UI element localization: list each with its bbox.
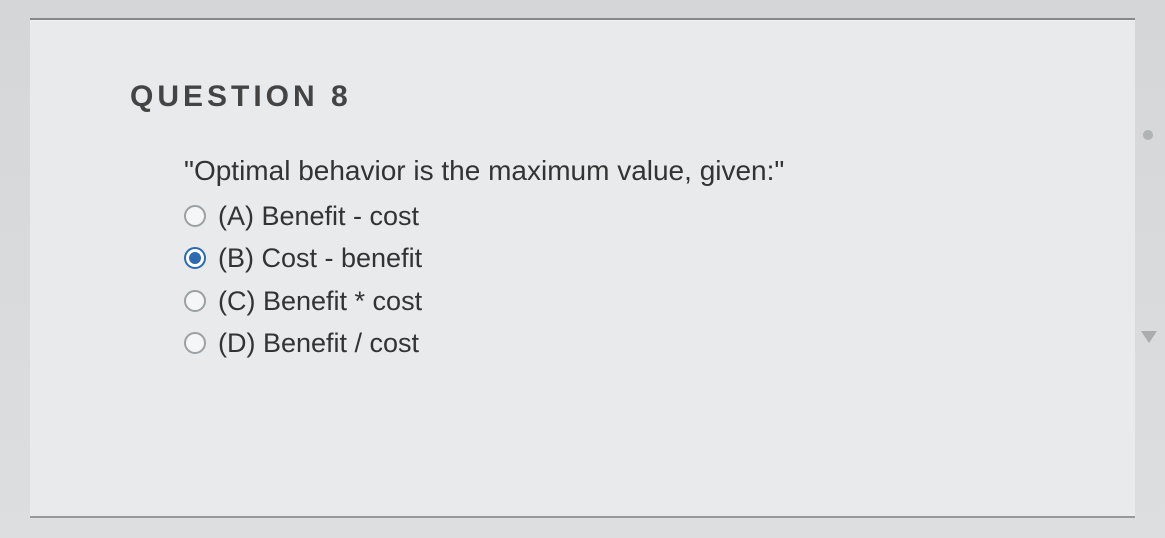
radio-button-a[interactable] <box>184 205 206 227</box>
scrollbar-dot-icon[interactable] <box>1143 130 1153 140</box>
option-label-d: (D) Benefit / cost <box>218 325 419 361</box>
question-header: QUESTION 8 <box>130 80 1035 114</box>
option-label-c: (C) Benefit * cost <box>218 283 422 319</box>
option-label-a: (A) Benefit - cost <box>218 198 419 234</box>
scrollbar-arrow-down-icon[interactable] <box>1141 331 1157 343</box>
option-row-d[interactable]: (D) Benefit / cost <box>184 323 1035 363</box>
radio-button-c[interactable] <box>184 290 206 312</box>
radio-button-b[interactable] <box>184 247 206 269</box>
question-prompt: "Optimal behavior is the maximum value, … <box>184 152 1035 190</box>
divider-line <box>30 516 1135 518</box>
radio-dot-icon <box>189 252 201 264</box>
option-row-a[interactable]: (A) Benefit - cost <box>184 196 1035 236</box>
question-panel: QUESTION 8 "Optimal behavior is the maxi… <box>30 18 1135 518</box>
option-row-c[interactable]: (C) Benefit * cost <box>184 281 1035 321</box>
option-label-b: (B) Cost - benefit <box>218 240 422 276</box>
content-area: QUESTION 8 "Optimal behavior is the maxi… <box>30 20 1135 406</box>
question-body: "Optimal behavior is the maximum value, … <box>130 152 1035 364</box>
option-row-b[interactable]: (B) Cost - benefit <box>184 238 1035 278</box>
radio-button-d[interactable] <box>184 332 206 354</box>
